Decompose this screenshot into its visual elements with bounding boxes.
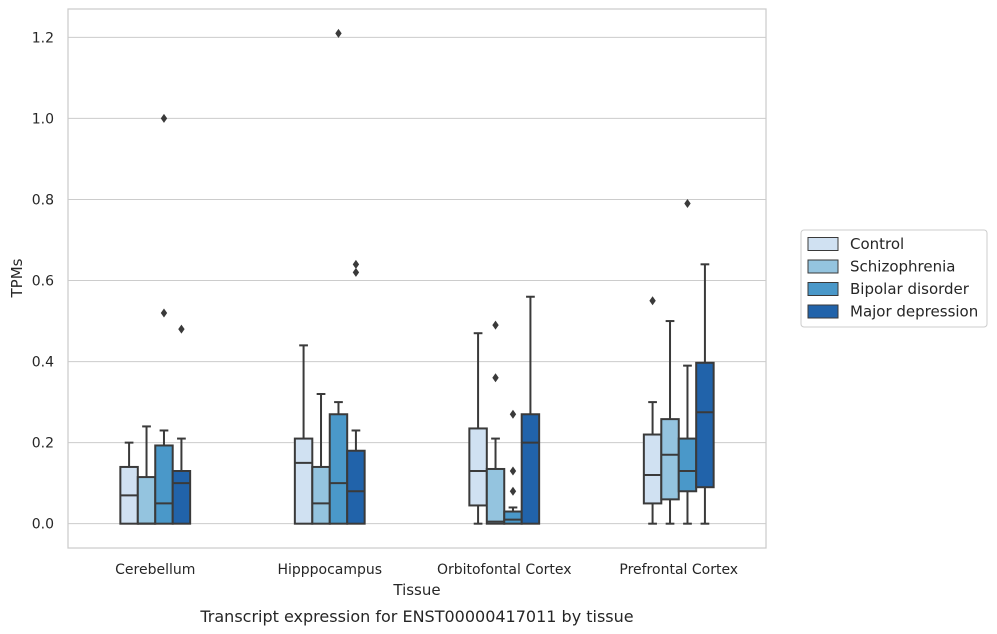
box-iqr — [154, 444, 174, 525]
outlier-point — [509, 466, 517, 476]
y-tick-label: 0.8 — [32, 192, 54, 208]
outlier-point — [335, 28, 342, 38]
x-tick-label: Cerebellum — [115, 562, 195, 578]
outlier-point — [160, 308, 168, 318]
outlier-point — [352, 259, 360, 269]
outlier-point — [160, 113, 168, 123]
box-0-0 — [119, 441, 139, 525]
outlier-point — [509, 486, 517, 496]
outlier-point — [178, 324, 185, 334]
y-axis-ticks: 0.0 0.2 0.4 0.6 0.8 1.0 1.2 — [32, 30, 54, 532]
box-iqr — [520, 413, 541, 525]
plot-frame — [67, 8, 767, 549]
box-iqr — [311, 465, 331, 525]
box-iqr — [171, 470, 192, 525]
box-iqr — [328, 413, 349, 525]
y-tick-label: 0.2 — [32, 436, 54, 452]
legend-swatch — [807, 259, 839, 274]
outlier-point — [684, 199, 691, 209]
x-tick-label: Hipppocampus — [277, 562, 382, 578]
box-iqr — [468, 427, 488, 507]
y-tick-label: 1.2 — [32, 30, 54, 46]
legend-label: Schizophrenia — [850, 258, 955, 276]
box-0-2 — [154, 113, 174, 525]
box-3-1 — [660, 320, 680, 525]
box-1-3 — [346, 259, 366, 525]
box-3-0 — [642, 296, 663, 525]
box-1-2 — [328, 28, 349, 525]
x-axis-label: Tissue — [392, 581, 440, 599]
box-iqr — [346, 449, 366, 525]
box-iqr — [642, 433, 663, 505]
outlier-point — [352, 267, 360, 277]
legend-frame — [800, 229, 988, 328]
legend-swatch — [807, 282, 839, 296]
y-tick-label: 0.4 — [32, 355, 54, 371]
box-2-1 — [485, 320, 506, 525]
x-tick-label: Orbitofontal Cortex — [437, 562, 572, 578]
box-2-2 — [503, 409, 523, 525]
y-tick-label: 1.0 — [32, 111, 54, 127]
box-groups — [119, 28, 715, 525]
outlier-point — [492, 320, 499, 330]
grid-lines — [68, 36, 766, 525]
box-0-3 — [171, 324, 192, 525]
box-3-3 — [695, 263, 715, 525]
box-2-0 — [468, 332, 488, 525]
legend-swatch — [807, 304, 839, 319]
box-1-1 — [311, 393, 331, 525]
legend: Control Schizophrenia Bipolar disorder Majo… — [800, 229, 988, 328]
legend-label: Bipolar disorder — [850, 280, 970, 298]
box-2-3 — [520, 295, 541, 525]
box-iqr — [695, 361, 715, 489]
y-axis-label: TPMs — [8, 258, 26, 298]
outlier-point — [649, 296, 656, 306]
chart-caption: Transcript expression for ENST0000041701… — [199, 607, 633, 626]
outlier-point — [509, 409, 517, 419]
legend-swatch — [807, 237, 839, 251]
y-tick-label: 0.0 — [32, 517, 54, 533]
y-tick-label: 0.6 — [32, 274, 54, 290]
box-iqr — [136, 476, 157, 525]
legend-label: Control — [850, 235, 904, 253]
box-0-1 — [136, 425, 157, 525]
x-tick-label: Prefrontal Cortex — [619, 562, 738, 578]
box-iqr — [503, 510, 523, 525]
box-iqr — [485, 467, 506, 525]
x-axis-ticks: Cerebellum Hipppocampus Orbitofontal Corte… — [115, 562, 738, 578]
box-iqr — [293, 437, 314, 525]
box-iqr — [660, 418, 680, 501]
outlier-point — [492, 373, 499, 383]
box-iqr — [677, 437, 698, 493]
box-1-0 — [293, 344, 314, 525]
legend-label: Major depression — [850, 303, 978, 321]
